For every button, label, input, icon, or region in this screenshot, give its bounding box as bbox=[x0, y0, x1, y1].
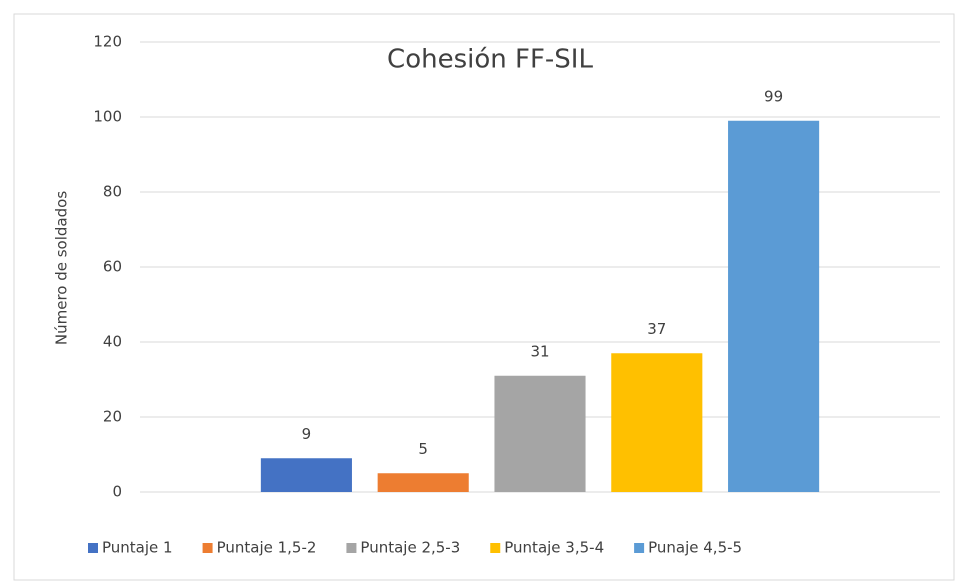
data-label: 31 bbox=[530, 342, 549, 360]
data-label: 5 bbox=[418, 440, 428, 458]
bar bbox=[728, 120, 820, 492]
y-tick-label: 100 bbox=[93, 108, 122, 126]
data-label: 37 bbox=[647, 320, 666, 338]
y-tick-label: 120 bbox=[93, 33, 122, 51]
bar bbox=[377, 473, 469, 492]
legend-swatch bbox=[346, 543, 357, 553]
legend-label: Punaje 4,5-5 bbox=[648, 539, 742, 557]
bar bbox=[494, 375, 586, 492]
legend-label: Puntaje 3,5-4 bbox=[504, 539, 604, 557]
bar bbox=[611, 353, 703, 492]
legend-swatch bbox=[634, 543, 645, 553]
y-axis-label: Número de soldados bbox=[53, 191, 71, 345]
y-tick-label: 0 bbox=[112, 483, 122, 501]
legend-swatch bbox=[490, 543, 501, 553]
y-tick-label: 80 bbox=[103, 183, 122, 201]
y-tick-label: 60 bbox=[103, 258, 122, 276]
legend-label: Puntaje 1,5-2 bbox=[217, 539, 317, 557]
y-tick-label: 40 bbox=[103, 333, 122, 351]
bar bbox=[260, 458, 352, 492]
chart-title: Cohesión FF-SIL bbox=[387, 45, 593, 75]
legend-swatch bbox=[202, 543, 213, 553]
legend-swatch bbox=[88, 543, 98, 553]
y-tick-label: 20 bbox=[103, 408, 122, 426]
data-label: 9 bbox=[302, 425, 312, 443]
legend-label: Puntaje 1 bbox=[102, 539, 173, 557]
data-label: 99 bbox=[764, 87, 783, 105]
legend-label: Puntaje 2,5-3 bbox=[360, 539, 460, 557]
